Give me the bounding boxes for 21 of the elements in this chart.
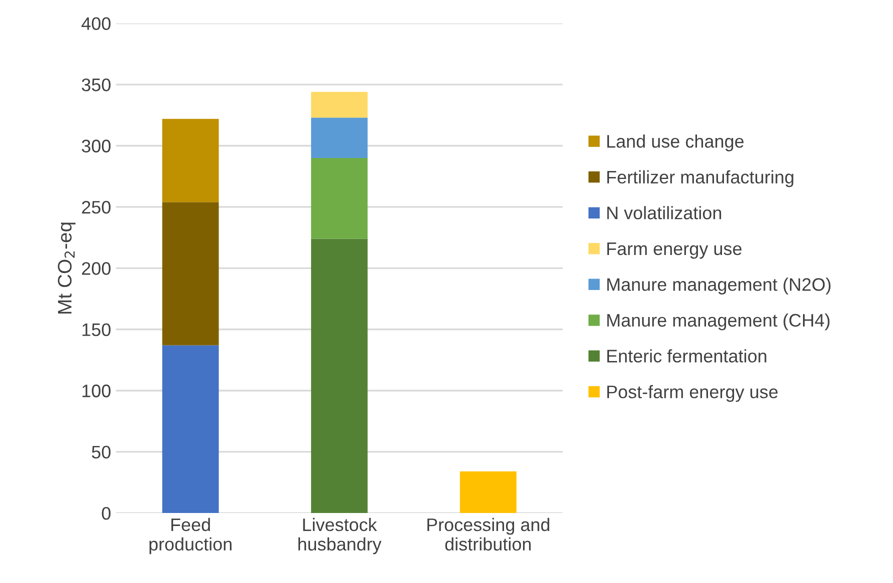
x-tick-label: Livestock husbandry: [298, 518, 382, 554]
y-tick-label: 400: [82, 17, 111, 30]
y-tick-label: 100: [82, 384, 111, 398]
y-axis-title: Mt CO$_{2}$-eq: [58, 222, 76, 314]
legend-label: N volatilization: [607, 206, 722, 220]
y-tick-label: 0: [102, 506, 111, 520]
y-tick-label: 300: [82, 140, 111, 152]
y-tick-label: 250: [82, 200, 111, 214]
legend-label: Fertilizer manufacturing: [607, 170, 794, 188]
legend-label: Post-farm energy use: [607, 385, 778, 402]
legend-label: Manure management (N2O): [607, 278, 830, 294]
x-tick-label: Feed production: [150, 518, 232, 554]
y-tick-label: 150: [82, 323, 111, 336]
y-tick-label: 350: [82, 78, 111, 92]
legend-label: Enteric fermentation: [607, 349, 766, 362]
legend-label: Farm energy use: [607, 242, 742, 259]
y-tick-label: 50: [92, 446, 111, 459]
legend-label: Land use change: [607, 134, 744, 152]
legend-label: Manure management (CH4): [607, 313, 830, 330]
y-tick-label: 200: [82, 262, 111, 275]
x-tick-label: Processing and distribution: [427, 518, 550, 551]
